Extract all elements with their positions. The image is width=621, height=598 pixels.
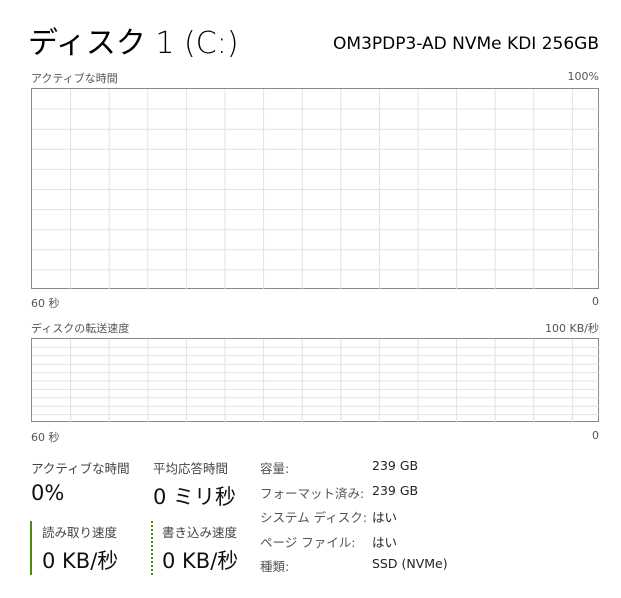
write-speed-legend-line xyxy=(151,521,153,575)
transfer-rate-chart xyxy=(31,338,600,423)
write-speed-label: 書き込み速度 xyxy=(162,525,238,540)
property-label: フォーマット済み: xyxy=(260,485,365,501)
chart2-ymin: 0 xyxy=(592,429,599,442)
read-speed-legend-line xyxy=(30,521,32,575)
active-time-label: アクティブな時間 xyxy=(31,461,130,476)
read-speed-value: 0 KB/秒 xyxy=(42,549,119,573)
property-value: はい xyxy=(372,510,398,525)
response-time-value: 0 ミリ秒 xyxy=(153,485,237,509)
disk-title: ディスク 1 (C:) xyxy=(28,26,239,61)
chart1-xstart: 60 秒 xyxy=(31,297,60,310)
property-value: 239 GB xyxy=(372,482,419,498)
property-label: ページ ファイル: xyxy=(260,534,356,550)
property-value: SSD (NVMe) xyxy=(372,556,448,571)
property-value: 239 GB xyxy=(372,458,419,473)
property-label: システム ディスク: xyxy=(260,510,367,525)
chart1-ymin: 0 xyxy=(592,295,599,308)
property-label: 種類: xyxy=(260,559,290,574)
chart2-xstart: 60 秒 xyxy=(31,431,60,444)
disk-model: OM3PDP3-AD NVMe KDI 256GB xyxy=(333,34,599,54)
response-time-label: 平均応答時間 xyxy=(153,461,229,476)
active-time-value: 0% xyxy=(31,481,65,505)
write-speed-value: 0 KB/秒 xyxy=(162,549,239,573)
active-time-chart xyxy=(31,88,600,290)
chart2-title: ディスクの転送速度 xyxy=(31,322,130,335)
chart2-ymax: 100 KB/秒 xyxy=(545,322,599,335)
property-label: 容量: xyxy=(260,461,290,476)
read-speed-label: 読み取り速度 xyxy=(42,525,118,540)
property-value: はい xyxy=(372,534,398,550)
chart1-title: アクティブな時間 xyxy=(31,72,118,85)
chart1-ymax: 100% xyxy=(567,70,599,83)
